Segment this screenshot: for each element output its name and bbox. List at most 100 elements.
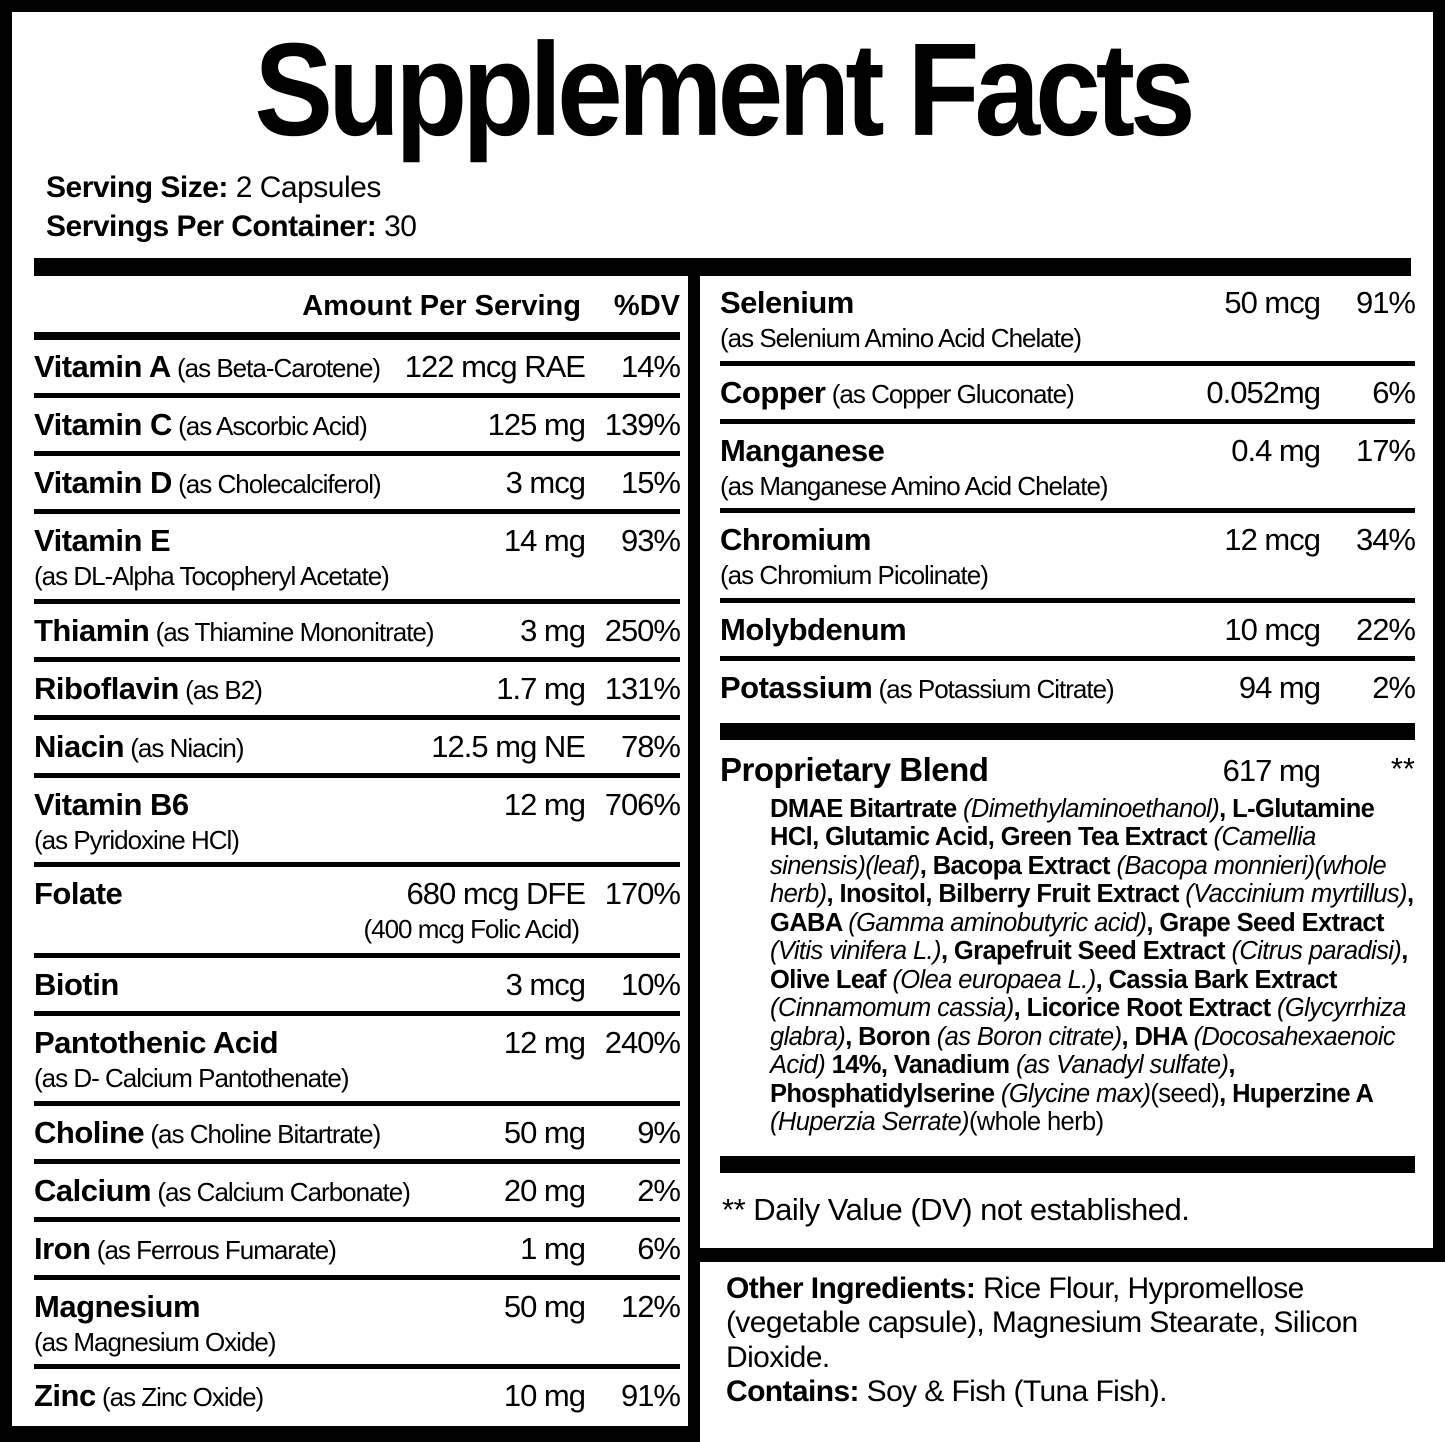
nutrient-amount: 12 mg xyxy=(503,1025,586,1061)
nutrient-name-text: Biotin xyxy=(34,967,119,1003)
left-column-wrap: Amount Per Serving %DV Vitamin A (as Bet… xyxy=(0,276,700,1442)
nutrient-dv: 17% xyxy=(1355,432,1416,468)
nutrient-dv: 131% xyxy=(604,670,681,706)
blend-ingredient-segment: DMAE Bitartrate xyxy=(770,794,964,823)
nutrient-dv: 250% xyxy=(604,612,681,648)
servings-per-container-line: Servings Per Container: 30 xyxy=(34,207,1411,246)
nutrient-row: Potassium (as Potassium Citrate) 94 mg 2% xyxy=(720,655,1416,714)
nutrient-row: Selenium 50 mcg 91% (as Selenium Amino Acid… xyxy=(720,276,1416,361)
nutrient-qualifier-below: (as Pyridoxine HCl) xyxy=(34,824,240,855)
nutrient-dv: 91% xyxy=(1355,285,1416,320)
blend-ingredient-segment: , Phosphatidylserine xyxy=(770,1051,1235,1108)
nutrient-amount: 50 mcg xyxy=(1224,285,1321,320)
nutrient-row: Manganese 0.4 mg 17% (as Manganese Amino Ac… xyxy=(720,418,1416,509)
blend-dv: ** xyxy=(1390,750,1415,786)
blend-ingredient-segment: , Boron xyxy=(845,1022,937,1051)
nutrient-amount: 14 mg xyxy=(503,523,586,558)
right-column: Selenium 50 mcg 91% (as Selenium Amino Acid… xyxy=(700,276,1445,1262)
nutrient-row: Chromium 12 mcg 34% (as Chromium Picolinate… xyxy=(720,508,1416,598)
nutrient-name-text: Vitamin E xyxy=(34,523,171,558)
nutrient-qualifier: (as Cholecalciferol) xyxy=(171,469,382,499)
nutrient-name-text: Manganese xyxy=(720,432,885,468)
nutrient-qualifier: (as Copper Gluconate) xyxy=(825,378,1075,409)
nutrient-qualifier: (as Calcium Carbonate) xyxy=(151,1176,411,1207)
blend-ingredient-segment: , Olive Leaf xyxy=(770,937,1408,994)
blend-ingredient-segment: , L-Glutamine HCl, Glutamic Acid, Green … xyxy=(770,794,1375,852)
left-column: Amount Per Serving %DV Vitamin A (as Bet… xyxy=(0,276,700,1442)
contains-text: Soy & Fish (Tuna Fish). xyxy=(858,1375,1168,1409)
blend-ingredient-segment: (Camellia sinensis)(leaf) xyxy=(770,823,1316,880)
nutrient-row: Riboflavin (as B2) 1.7 mg 131% xyxy=(34,656,681,715)
blend-ingredient-segment: (as Vanadyl sulfate) xyxy=(1015,1051,1229,1080)
nutrient-name: Choline (as Choline Bitartrate) xyxy=(34,1115,494,1151)
nutrient-name-text: Magnesium xyxy=(34,1288,201,1324)
blend-ingredient-segment: (Docosahexaenoic Acid) xyxy=(770,1022,1396,1080)
separator-bar-blend-bottom xyxy=(720,1155,1415,1173)
nutrient-name: Vitamin E xyxy=(34,523,494,559)
nutrient-name: Calcium (as Calcium Carbonate) xyxy=(34,1173,494,1209)
blend-ingredient-segment: (Huperzia Serrate) xyxy=(770,1108,970,1137)
nutrient-amount: 122 mcg RAE xyxy=(404,349,586,384)
nutrient-amount: 1.7 mg xyxy=(496,670,586,706)
nutrient-dv: 91% xyxy=(620,1378,681,1414)
nutrient-name: Iron (as Ferrous Fumarate) xyxy=(34,1231,510,1267)
nutrient-name-text: Pantothenic Acid xyxy=(34,1025,279,1061)
nutrient-qualifier: (as B2) xyxy=(178,674,263,705)
nutrient-name: Biotin xyxy=(34,967,496,1003)
amount-per-serving-header: Amount Per Serving xyxy=(302,290,581,322)
nutrient-row: Pantothenic Acid 12 mg 240% (as D- Calcium … xyxy=(34,1011,681,1101)
nutrient-qualifier: (as Thiamine Mononitrate) xyxy=(149,616,435,647)
column-header: Amount Per Serving %DV xyxy=(34,276,680,340)
nutrient-qualifier: (as Zinc Oxide) xyxy=(95,1382,264,1413)
nutrient-name-text: Molybdenum xyxy=(720,611,907,647)
nutrient-amount: 3 mcg xyxy=(505,967,586,1003)
nutrient-name: Manganese xyxy=(720,433,1221,469)
nutrient-row: Niacin (as Niacin) 12.5 mg NE 78% xyxy=(34,714,681,773)
nutrient-amount: 0.052mg xyxy=(1206,374,1321,410)
nutrient-amount: 94 mg xyxy=(1238,669,1321,705)
nutrient-name: Vitamin C (as Ascorbic Acid) xyxy=(34,407,478,443)
nutrient-name: Riboflavin (as B2) xyxy=(34,671,486,707)
nutrient-name-text: Vitamin B6 xyxy=(34,786,189,822)
nutrient-name-text: Vitamin C xyxy=(34,407,172,442)
nutrient-dv: 14% xyxy=(620,349,681,384)
blend-ingredient-segment: , DHA xyxy=(1121,1022,1194,1051)
nutrient-name: Thiamin (as Thiamine Mononitrate) xyxy=(34,613,510,649)
nutrient-dv: 240% xyxy=(604,1025,681,1061)
nutrient-name-text: Thiamin xyxy=(34,612,150,648)
nutrient-name: Molybdenum xyxy=(720,612,1214,648)
blend-name: Proprietary Blend xyxy=(720,750,989,788)
separator-bar-blend-top xyxy=(720,722,1415,740)
serving-size-label: Serving Size: xyxy=(46,171,228,204)
blend-description: DMAE Bitartrate (Dimethylaminoethanol), … xyxy=(720,791,1415,1147)
blend-ingredient-segment: (as Boron citrate) xyxy=(936,1022,1122,1051)
nutrient-amount: 12 mcg xyxy=(1224,522,1321,558)
servings-per-container-value: 30 xyxy=(376,210,417,243)
nutrient-name: Chromium xyxy=(720,522,1214,558)
blend-ingredient-segment: (whole herb) xyxy=(968,1108,1104,1137)
nutrient-row: Zinc (as Zinc Oxide) 10 mg 91% xyxy=(34,1364,681,1422)
nutrient-dv: 706% xyxy=(604,786,681,822)
nutrient-row: Calcium (as Calcium Carbonate) 20 mg 2% xyxy=(34,1158,681,1217)
nutrient-dv: 2% xyxy=(1372,669,1416,705)
nutrient-name: Zinc (as Zinc Oxide) xyxy=(34,1378,494,1414)
nutrient-row: Choline (as Choline Bitartrate) 50 mg 9% xyxy=(34,1100,681,1159)
nutrient-row: Molybdenum 10 mcg 22% xyxy=(720,597,1416,656)
nutrient-qualifier: (as Potassium Citrate) xyxy=(872,673,1115,704)
nutrient-dv: 9% xyxy=(637,1114,681,1150)
nutrient-dv: 170% xyxy=(604,876,681,912)
nutrient-row: Vitamin A (as Beta-Carotene) 122 mcg RAE 1… xyxy=(34,340,681,393)
nutrient-row: Vitamin C (as Ascorbic Acid) 125 mg 139% xyxy=(34,393,681,451)
daily-value-footnote: ** Daily Value (DV) not established. xyxy=(722,1191,1190,1227)
nutrient-qualifier-below: (as Chromium Picolinate) xyxy=(720,560,989,591)
nutrient-amount: 10 mcg xyxy=(1224,611,1321,647)
nutrient-amount: 1 mg xyxy=(520,1230,586,1266)
nutrient-name: Folate xyxy=(34,876,396,912)
nutrient-name: Niacin (as Niacin) xyxy=(34,729,421,765)
nutrient-amount: 50 mg xyxy=(503,1114,586,1150)
nutrient-dv: 34% xyxy=(1355,522,1416,558)
nutrient-amount: 125 mg xyxy=(487,407,586,442)
columns: Amount Per Serving %DV Vitamin A (as Bet… xyxy=(0,276,1445,1442)
right-rows: Selenium 50 mcg 91% (as Selenium Amino Acid… xyxy=(720,276,1416,714)
